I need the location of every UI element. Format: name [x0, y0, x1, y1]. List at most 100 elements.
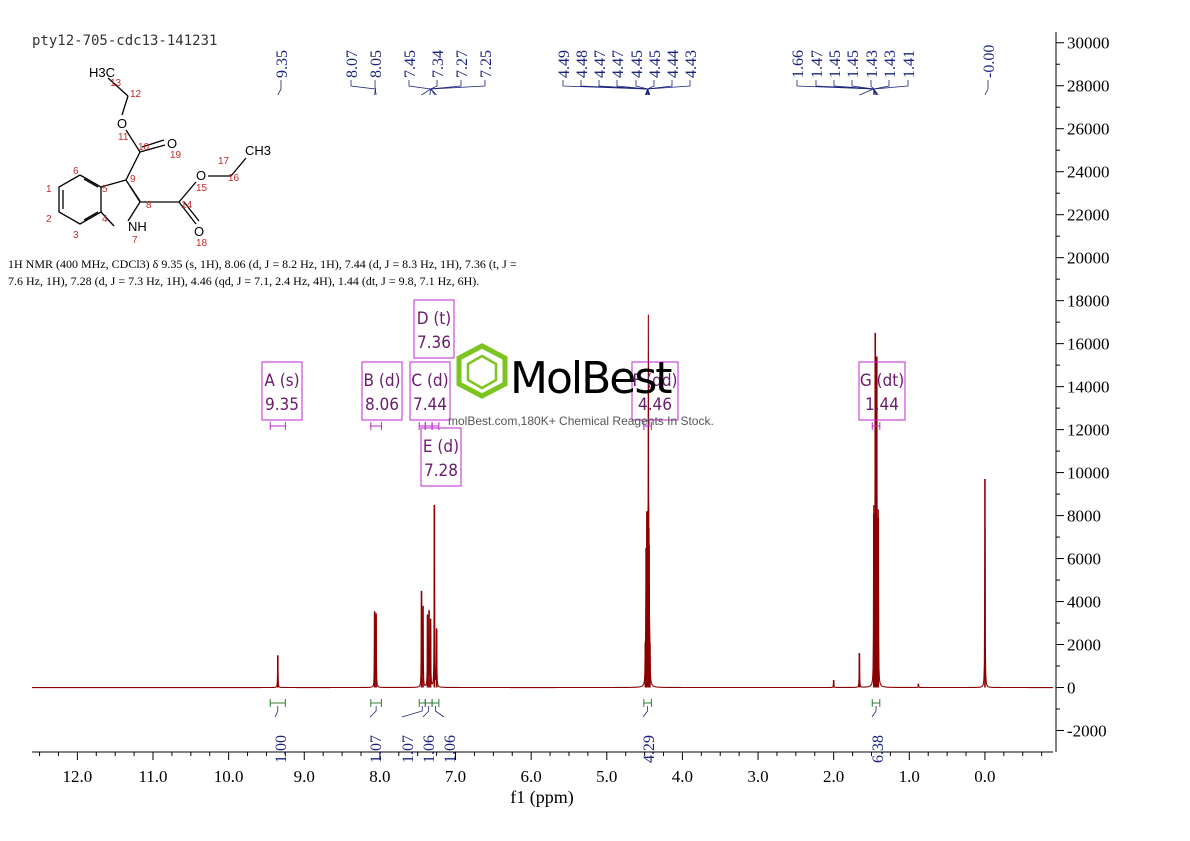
carbonyl-19 — [139, 144, 166, 153]
atom-o-18: O — [194, 224, 204, 239]
peak-label: 1.43 — [864, 50, 881, 78]
integral-value: 1.00 — [273, 735, 290, 763]
peak-label: 4.47 — [610, 50, 627, 78]
peak-label: 4.45 — [647, 50, 664, 78]
atom-number: 14 — [181, 200, 193, 211]
integral-value: 1.07 — [400, 735, 417, 763]
x-tick-label: 0.0 — [974, 767, 995, 786]
y-tick-label: 22000 — [1067, 206, 1110, 225]
atom-ch3-top: H3C — [89, 65, 115, 80]
integral-leader-line — [642, 706, 649, 718]
peak-label: 8.07 — [344, 50, 361, 78]
carbonyl-18 — [178, 201, 197, 225]
atom-number: 10 — [138, 142, 150, 153]
peak-label: 7.45 — [402, 50, 419, 78]
multiplet-label: D (t) — [417, 309, 452, 329]
y-tick-label: 10000 — [1067, 464, 1110, 483]
peak-leader-line — [647, 80, 691, 96]
atom-number: 18 — [196, 238, 208, 249]
atom-ch3-right: CH3 — [245, 143, 271, 158]
peak-leader-line — [796, 80, 874, 96]
peak-leader-line — [815, 80, 875, 96]
peak-leader-line — [580, 80, 649, 96]
peak-leader-line — [429, 80, 486, 96]
integral-leader-line — [435, 706, 445, 718]
y-tick-label: 30000 — [1067, 34, 1110, 53]
ring-double-bond — [83, 178, 99, 188]
atom-number: 1 — [46, 184, 52, 195]
y-tick-label: 18000 — [1067, 292, 1110, 311]
x-axis-title: f1 (ppm) — [510, 787, 573, 808]
multiplet-shift: 7.36 — [417, 333, 451, 353]
multiplet-label: E (d) — [423, 437, 459, 457]
x-tick-label: 2.0 — [823, 767, 844, 786]
multiplet-label: F (qd) — [632, 371, 677, 391]
atom-number: 4 — [102, 214, 108, 225]
atom-number: 9 — [130, 174, 136, 185]
peak-label: 1.45 — [827, 50, 844, 78]
multiplet-box — [361, 361, 403, 421]
bond-n-4 — [100, 211, 115, 227]
x-tick-label: 6.0 — [521, 767, 542, 786]
peak-label: 4.43 — [683, 50, 700, 78]
multiplet-annotations: A (s) 9.35 B (d) 8.06 C (d) 7.44 D (t) 7.36 E (d… — [261, 299, 906, 487]
peak-label: -0.00 — [981, 45, 998, 78]
x-tick-label: 10.0 — [214, 767, 244, 786]
multiplet-shift: 8.06 — [365, 395, 399, 415]
multiplet-shift: 9.35 — [265, 395, 299, 415]
atom-number: 2 — [46, 214, 52, 225]
x-tick-label: 11.0 — [138, 767, 167, 786]
peak-label: 4.44 — [665, 50, 682, 78]
bond-9-10 — [125, 151, 141, 181]
peak-label: 4.45 — [629, 50, 646, 78]
peak-leader-line — [429, 80, 438, 96]
peak-labels: 9.35 8.07 8.05 7.45 7.34 7.27 7.25 4.49 4.48 4.47… — [274, 45, 998, 96]
spectrum-line — [32, 314, 1053, 689]
y-tick-label: 8000 — [1067, 507, 1101, 526]
bond-14-15 — [178, 181, 197, 203]
carbonyl-18-double — [183, 201, 200, 222]
atom-number: 12 — [130, 89, 142, 100]
bond-5-9 — [100, 179, 127, 188]
atom-number: 3 — [73, 230, 79, 241]
x-tick-label: 1.0 — [899, 767, 920, 786]
peak-label: 1.47 — [809, 50, 826, 78]
integral-regions: 1.00 1.07 1.07 1.06 1.06 4.29 6.38 — [269, 699, 887, 763]
peak-label: 7.27 — [454, 50, 471, 78]
multiplet-box — [409, 361, 451, 421]
atom-number: 8 — [146, 200, 152, 211]
peak-leader-line — [873, 80, 890, 96]
integral-leader-line — [401, 706, 423, 718]
integral-leader-line — [422, 706, 430, 718]
ring-double-bond — [83, 211, 99, 221]
atom-number: 5 — [102, 184, 108, 195]
y-tick-label: 26000 — [1067, 120, 1110, 139]
y-tick-label: 2000 — [1067, 636, 1101, 655]
y-tick-label: 20000 — [1067, 249, 1110, 268]
peak-label: 9.35 — [274, 50, 291, 78]
x-tick-label: 5.0 — [596, 767, 617, 786]
integral-value: 4.29 — [641, 735, 658, 763]
chemical-structure — [58, 77, 247, 227]
multiplet-label: A (s) — [264, 371, 299, 391]
peak-label: 1.66 — [790, 50, 807, 78]
peak-label: 1.43 — [882, 50, 899, 78]
sample-id: pty12-705-cdc13-141231 — [32, 33, 217, 49]
atom-nh: NH — [128, 219, 147, 234]
x-tick-label: 3.0 — [747, 767, 768, 786]
structure-labels: H3C O O O O NH CH3 13 12 11 10 19 6 9 8 … — [46, 65, 271, 249]
y-tick-label: 16000 — [1067, 335, 1110, 354]
atom-number: 6 — [73, 166, 79, 177]
carbonyl-19-double — [141, 139, 165, 148]
multiplet-box — [413, 299, 455, 359]
peak-leader-line — [430, 80, 462, 96]
integral-value: 1.06 — [442, 735, 459, 763]
multiplet-box — [631, 361, 679, 421]
x-tick-label: 8.0 — [369, 767, 390, 786]
multiplet-label: C (d) — [411, 371, 448, 391]
multiplet-label: G (dt) — [860, 371, 904, 391]
peak-leader-line — [984, 80, 989, 96]
peak-leader-line — [350, 80, 376, 96]
y-tick-label: 4000 — [1067, 593, 1101, 612]
